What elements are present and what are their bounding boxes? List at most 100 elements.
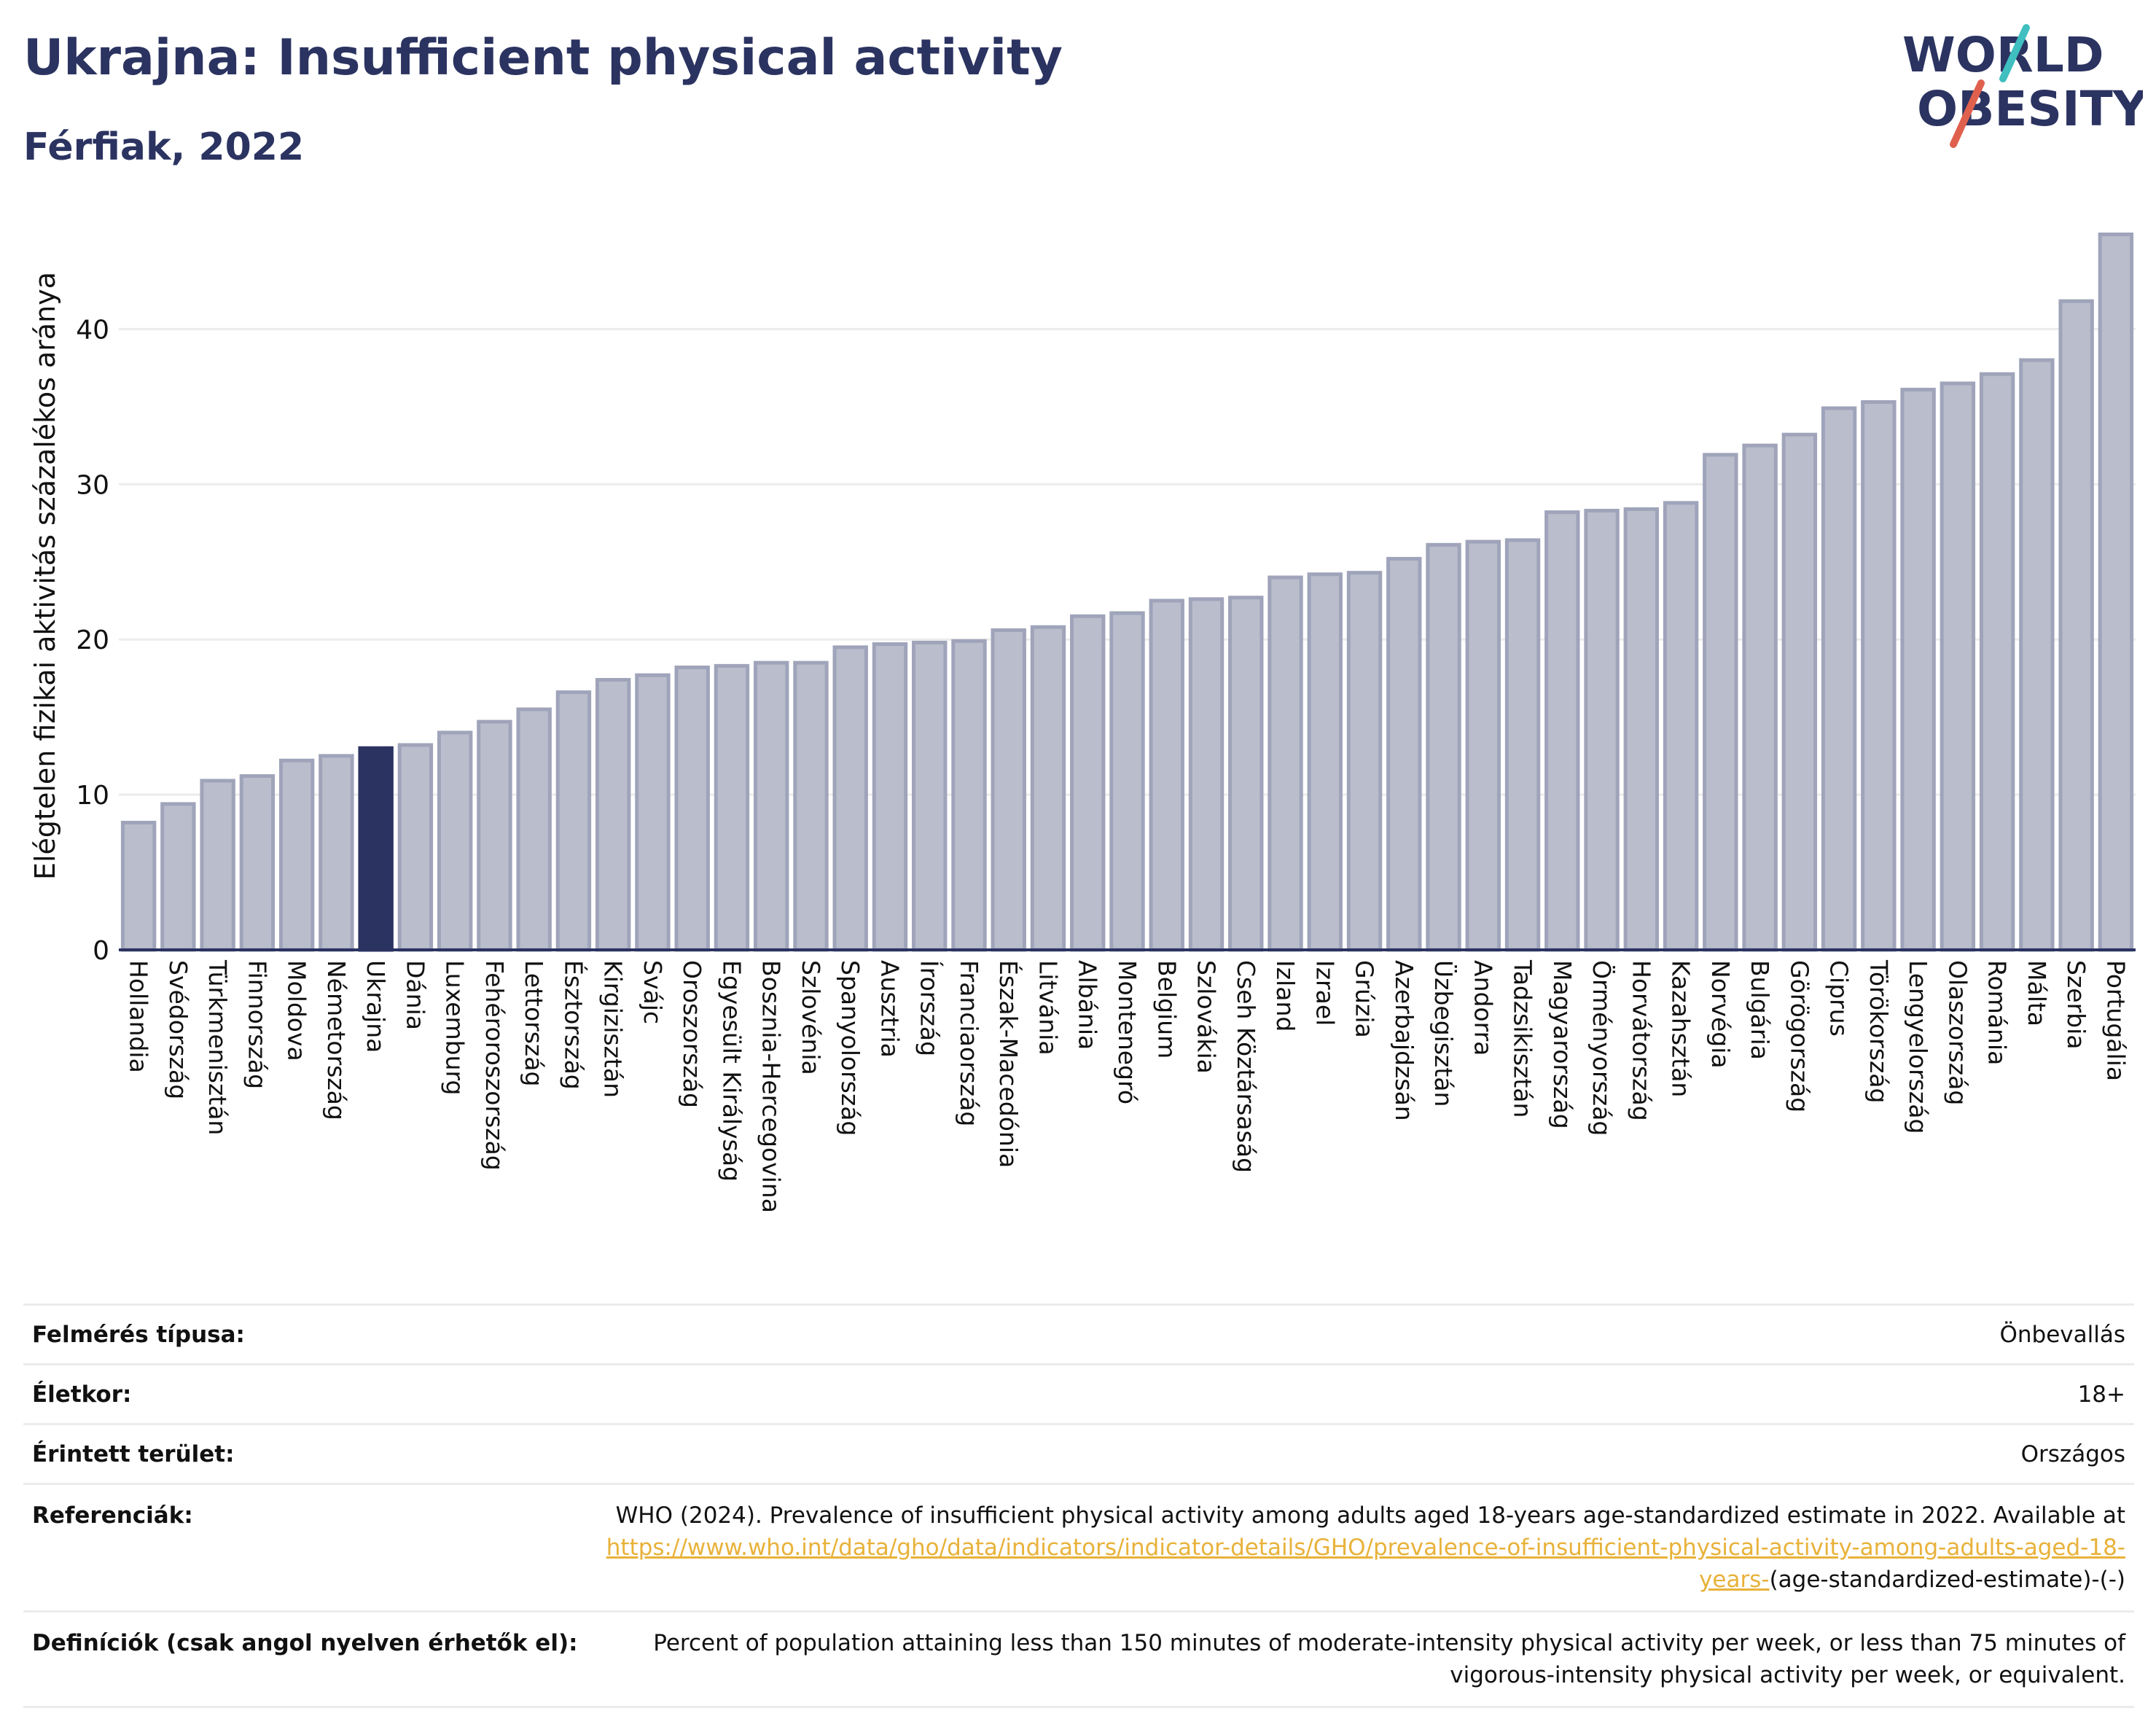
- info-row-definitions: Definíciók (csak angol nyelven érhetők e…: [23, 1610, 2134, 1708]
- bar: [2019, 358, 2055, 952]
- chart-subtitle: Férfiak, 2022: [23, 125, 305, 169]
- x-tick-label: Ciprus: [1825, 960, 1854, 1037]
- x-tick-label: Franciaország: [955, 960, 983, 1126]
- x-tick-label: Málta: [2023, 960, 2051, 1026]
- x-tick-label: Moldova: [283, 960, 311, 1061]
- x-tick-label: Montenegró: [1113, 960, 1141, 1104]
- bar: [832, 645, 868, 952]
- bar: [555, 690, 592, 952]
- references-suffix: (age-standardized-estimate)-(-): [1769, 1567, 2125, 1593]
- reference-link[interactable]: https://www.who.int/data/gho/data/indica…: [606, 1535, 2125, 1593]
- survey-type-value: Önbevallás: [1999, 1321, 2125, 1348]
- x-tick-label: Kazahsztán: [1667, 960, 1695, 1097]
- area-label: Érintett terület:: [32, 1440, 235, 1467]
- x-tick-label: Grúzia: [1351, 960, 1379, 1038]
- x-tick-label: Andorra: [1469, 960, 1497, 1056]
- info-row-area: Érintett terület: Országos: [23, 1423, 2134, 1483]
- bar: [1426, 542, 1461, 952]
- x-tick-label: Szlovénia: [797, 960, 825, 1075]
- bar: [397, 743, 434, 952]
- bar: [200, 779, 235, 952]
- info-row-age: Életkor: 18+: [23, 1363, 2134, 1423]
- x-tick-label: Albánia: [1074, 960, 1102, 1050]
- bar: [1979, 372, 2015, 952]
- x-tick-label: Izrael: [1311, 960, 1339, 1026]
- bar: [1188, 597, 1225, 952]
- x-tick-label: Lengyelország: [1904, 960, 1932, 1134]
- references-text: WHO (2024). Prevalence of insufficient p…: [615, 1502, 2125, 1529]
- x-tick-label: Ukrajna: [362, 960, 390, 1053]
- x-tick-label: Észak-Macedónia: [994, 960, 1023, 1168]
- bar: [1030, 625, 1066, 952]
- x-tick-label: Horvátország: [1627, 960, 1655, 1121]
- bar: [1346, 571, 1383, 952]
- x-tick-label: Törökország: [1864, 959, 1893, 1103]
- x-tick-label: Dánia: [401, 960, 429, 1030]
- x-tick-label: Üzbegisztán: [1429, 960, 1458, 1107]
- x-tick-label: Magyarország: [1548, 960, 1577, 1129]
- survey-type-label: Felmérés típusa:: [32, 1321, 245, 1348]
- bar: [793, 660, 829, 952]
- x-tick-label: Egyesült Királyság: [717, 960, 746, 1182]
- x-tick-label: Litvánia: [1034, 960, 1062, 1056]
- y-tick-label: 20: [76, 625, 109, 655]
- bar: [1821, 406, 1857, 952]
- bar: [714, 663, 750, 952]
- bar: [160, 802, 196, 952]
- bar: [1861, 399, 1897, 952]
- bar: [1149, 599, 1184, 952]
- bar: [872, 642, 908, 952]
- x-tick-label: Bulgária: [1746, 960, 1774, 1060]
- bar: [1109, 611, 1145, 952]
- bar-chart: 0 10 20 30 40 Hollandia Svédország Türkmenisztá…: [76, 233, 2136, 1213]
- bar: [2058, 299, 2094, 952]
- bar: [1900, 387, 1936, 952]
- bar: [1663, 501, 1699, 952]
- x-tick-label: Finnország: [243, 960, 271, 1089]
- bar: [991, 628, 1026, 952]
- x-tick-label: Spanyolország: [836, 960, 864, 1136]
- bar: [1386, 556, 1422, 952]
- references-label: Referenciák:: [32, 1502, 193, 1529]
- bar: [754, 660, 789, 952]
- x-tick-label: Örményország: [1587, 960, 1617, 1136]
- bar: [912, 640, 948, 952]
- bar: [1940, 381, 1976, 952]
- bar: [1703, 453, 1738, 952]
- bar: [120, 820, 157, 952]
- x-tick-label: Cseh Köztársaság: [1232, 960, 1260, 1173]
- x-tick-label: Oroszország: [678, 960, 706, 1108]
- logo-slash-red: [1950, 79, 1985, 148]
- y-tick-label: 0: [93, 936, 109, 966]
- x-tick-label: Izland: [1271, 960, 1300, 1032]
- x-tick-label: Hollandia: [125, 960, 153, 1073]
- x-tick-label: Románia: [1983, 960, 2012, 1065]
- x-tick-label: Tadzsikisztán: [1509, 959, 1537, 1118]
- bar: [1623, 507, 1660, 952]
- chart-title: Ukrajna: Insufficient physical activity: [23, 29, 1063, 87]
- y-tick-label: 10: [76, 781, 109, 811]
- age-value: 18+: [2077, 1381, 2125, 1408]
- x-tick-label: Azerbajdzsán: [1390, 960, 1418, 1121]
- x-tick-label: Szlovákia: [1192, 960, 1221, 1074]
- x-tick-label: Svédország: [164, 960, 192, 1099]
- bar: [1268, 575, 1303, 952]
- x-tick-label: Írország: [915, 960, 945, 1056]
- bar: [358, 746, 394, 952]
- x-tick-label: Luxemburg: [441, 960, 469, 1095]
- x-tick-label: Kirgizisztán: [599, 960, 628, 1098]
- bar: [319, 754, 354, 952]
- info-table: Felmérés típusa: Önbevallás Életkor: 18+…: [23, 1303, 2134, 1708]
- definitions-value: Percent of population attaining less tha…: [653, 1630, 2125, 1688]
- x-tick-label: Észtország: [559, 960, 588, 1090]
- definitions-label: Definíciók (csak angol nyelven érhetők e…: [32, 1630, 578, 1656]
- references-value: WHO (2024). Prevalence of insufficient p…: [595, 1500, 2125, 1596]
- x-tick-label: Belgium: [1152, 960, 1181, 1058]
- x-tick-label: Németország: [322, 960, 351, 1120]
- info-row-survey: Felmérés típusa: Önbevallás: [23, 1303, 2134, 1363]
- bar: [239, 774, 276, 952]
- x-tick-label: Lettország: [520, 960, 548, 1086]
- area-value: Országos: [2020, 1440, 2125, 1467]
- logo-obesity: OBESITY: [1917, 81, 2143, 137]
- x-tick-label: Norvégia: [1706, 960, 1735, 1069]
